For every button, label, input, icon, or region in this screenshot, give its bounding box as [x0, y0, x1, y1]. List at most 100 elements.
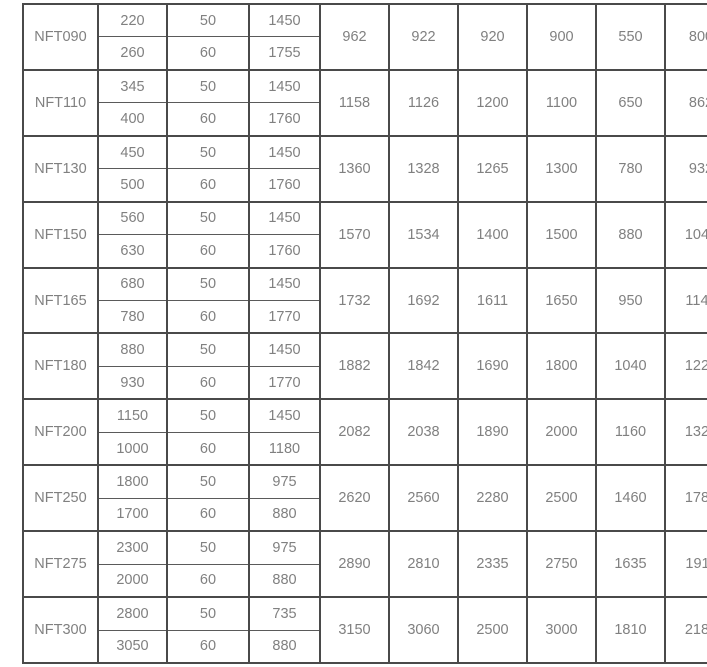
paired-value-b-1: 50 [168, 202, 248, 236]
value-cell-6: 1780 [664, 464, 707, 533]
value-cell-1: 962 [319, 3, 390, 71]
paired-value-c-2: 1760 [250, 234, 319, 267]
model-name-cell: NFT250 [22, 464, 99, 533]
value-cell-4: 1100 [526, 68, 597, 137]
value-cell-3: 1265 [457, 134, 528, 203]
value-cell-3: 2335 [457, 530, 528, 599]
paired-cell-c: 975 880 [248, 464, 321, 533]
value-cell-4: 2500 [526, 464, 597, 533]
value-cell-2: 922 [388, 3, 459, 71]
value-cell-5: 1635 [595, 530, 666, 599]
model-name-cell: NFT180 [22, 332, 99, 401]
value-cell-6: 1146 [664, 266, 707, 335]
paired-cell-b: 50 60 [166, 3, 250, 71]
model-name-cell: NFT110 [22, 68, 99, 137]
paired-subrow: 560 [99, 202, 166, 236]
paired-subrow: 1760 [250, 168, 319, 201]
value-cell-5: 780 [595, 134, 666, 203]
paired-subrow: 735 [250, 598, 319, 631]
paired-cell-b: 50 60 [166, 134, 250, 203]
paired-subrow: 60 [168, 234, 248, 267]
paired-subtable-a: 560 630 [99, 202, 166, 267]
paired-subtable-a: 345 400 [99, 70, 166, 135]
value-cell-3: 1890 [457, 398, 528, 467]
value-cell-4: 2750 [526, 530, 597, 599]
paired-subrow: 60 [168, 498, 248, 531]
value-cell-6: 1220 [664, 332, 707, 401]
paired-value-c-2: 1180 [250, 432, 319, 465]
paired-value-a-2: 2000 [99, 564, 166, 597]
paired-subrow: 1755 [250, 36, 319, 69]
paired-value-b-2: 60 [168, 366, 248, 399]
paired-value-c-1: 1450 [250, 136, 319, 170]
paired-value-b-1: 50 [168, 136, 248, 170]
paired-value-a-1: 450 [99, 136, 166, 170]
paired-subtable-c: 1450 1760 [250, 136, 319, 201]
value-cell-3: 1690 [457, 332, 528, 401]
paired-value-a-1: 2300 [99, 532, 166, 565]
table-row: NFT165 680 780 50 60 1450 1770 1732 1692 1611 1650… [22, 266, 707, 335]
paired-subtable-c: 1450 1770 [250, 268, 319, 333]
table-body: NFT090 220 260 50 60 1450 1755 962 922 920 900 550 8… [22, 3, 707, 664]
paired-subrow: 880 [250, 564, 319, 597]
paired-subrow: 880 [99, 334, 166, 367]
paired-subrow: 1450 [250, 334, 319, 367]
value-cell-1: 1732 [319, 266, 390, 335]
paired-subtable-a: 2300 2000 [99, 532, 166, 597]
paired-value-c-2: 880 [250, 630, 319, 662]
value-cell-5: 1040 [595, 332, 666, 401]
paired-subrow: 1450 [250, 136, 319, 170]
paired-subrow: 2000 [99, 564, 166, 597]
paired-subtable-c: 1450 1755 [250, 5, 319, 69]
paired-subrow: 500 [99, 168, 166, 201]
table-row: NFT180 880 930 50 60 1450 1770 1882 1842 1690 1800… [22, 332, 707, 401]
paired-value-b-2: 60 [168, 564, 248, 597]
paired-value-a-1: 1150 [99, 400, 166, 433]
paired-subrow: 975 [250, 466, 319, 499]
paired-subrow: 2300 [99, 532, 166, 565]
paired-value-b-1: 50 [168, 466, 248, 499]
paired-subrow: 880 [250, 498, 319, 531]
paired-value-b-2: 60 [168, 300, 248, 333]
paired-subrow: 345 [99, 70, 166, 104]
paired-value-a-1: 680 [99, 268, 166, 301]
value-cell-4: 3000 [526, 596, 597, 664]
value-cell-3: 2500 [457, 596, 528, 664]
paired-subtable-a: 1800 1700 [99, 466, 166, 531]
paired-value-c-1: 735 [250, 598, 319, 631]
paired-subrow: 1800 [99, 466, 166, 499]
paired-value-a-2: 630 [99, 234, 166, 267]
paired-cell-c: 1450 1180 [248, 398, 321, 467]
paired-subrow: 50 [168, 466, 248, 499]
paired-value-c-2: 880 [250, 564, 319, 597]
paired-cell-c: 1450 1755 [248, 3, 321, 71]
paired-value-c-1: 1450 [250, 268, 319, 301]
value-cell-5: 1460 [595, 464, 666, 533]
paired-value-a-2: 260 [99, 36, 166, 69]
value-cell-6: 1040 [664, 200, 707, 269]
value-cell-1: 2082 [319, 398, 390, 467]
paired-value-b-2: 60 [168, 432, 248, 465]
paired-subrow: 630 [99, 234, 166, 267]
paired-value-a-1: 345 [99, 70, 166, 104]
paired-value-b-1: 50 [168, 400, 248, 433]
paired-cell-a: 1800 1700 [97, 464, 168, 533]
paired-subtable-b: 50 60 [168, 532, 248, 597]
value-cell-4: 1300 [526, 134, 597, 203]
paired-subrow: 50 [168, 70, 248, 104]
value-cell-1: 1882 [319, 332, 390, 401]
paired-subtable-a: 1150 1000 [99, 400, 166, 465]
paired-subtable-c: 975 880 [250, 466, 319, 531]
value-cell-5: 1160 [595, 398, 666, 467]
value-cell-4: 900 [526, 3, 597, 71]
paired-subtable-a: 450 500 [99, 136, 166, 201]
paired-cell-a: 450 500 [97, 134, 168, 203]
paired-subrow: 680 [99, 268, 166, 301]
paired-subrow: 880 [250, 630, 319, 662]
paired-subtable-c: 735 880 [250, 598, 319, 662]
paired-subtable-c: 1450 1180 [250, 400, 319, 465]
value-cell-4: 1650 [526, 266, 597, 335]
paired-subrow: 1000 [99, 432, 166, 465]
paired-subtable-a: 880 930 [99, 334, 166, 399]
paired-cell-a: 1150 1000 [97, 398, 168, 467]
